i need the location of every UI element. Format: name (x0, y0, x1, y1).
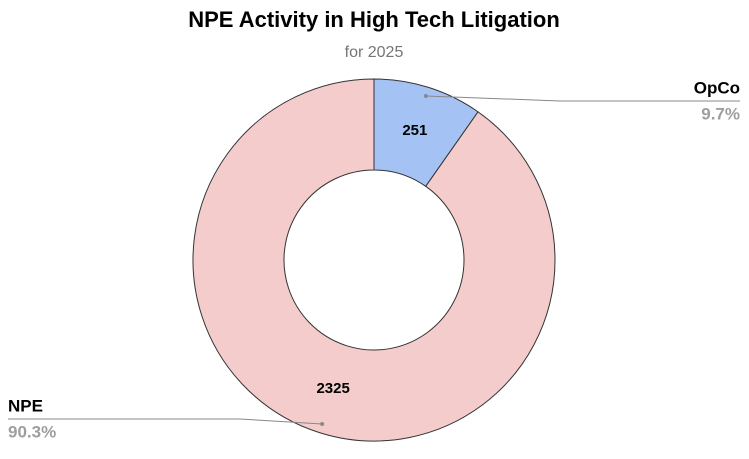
value-label: 251 (402, 122, 427, 139)
legend-label: NPE (8, 396, 43, 415)
leader-line (425, 95, 740, 102)
leader-dot (423, 93, 428, 98)
value-label: 2325 (316, 380, 349, 397)
chart-subtitle: for 2025 (345, 44, 404, 61)
percent-label: 9.7% (701, 104, 740, 123)
chart-title: NPE Activity in High Tech Litigation (188, 7, 560, 32)
slice (192, 78, 556, 442)
leader-line (8, 418, 323, 425)
legend-label: OpCo (694, 78, 740, 97)
percent-label: 90.3% (8, 422, 56, 441)
leader-dot (320, 422, 325, 427)
